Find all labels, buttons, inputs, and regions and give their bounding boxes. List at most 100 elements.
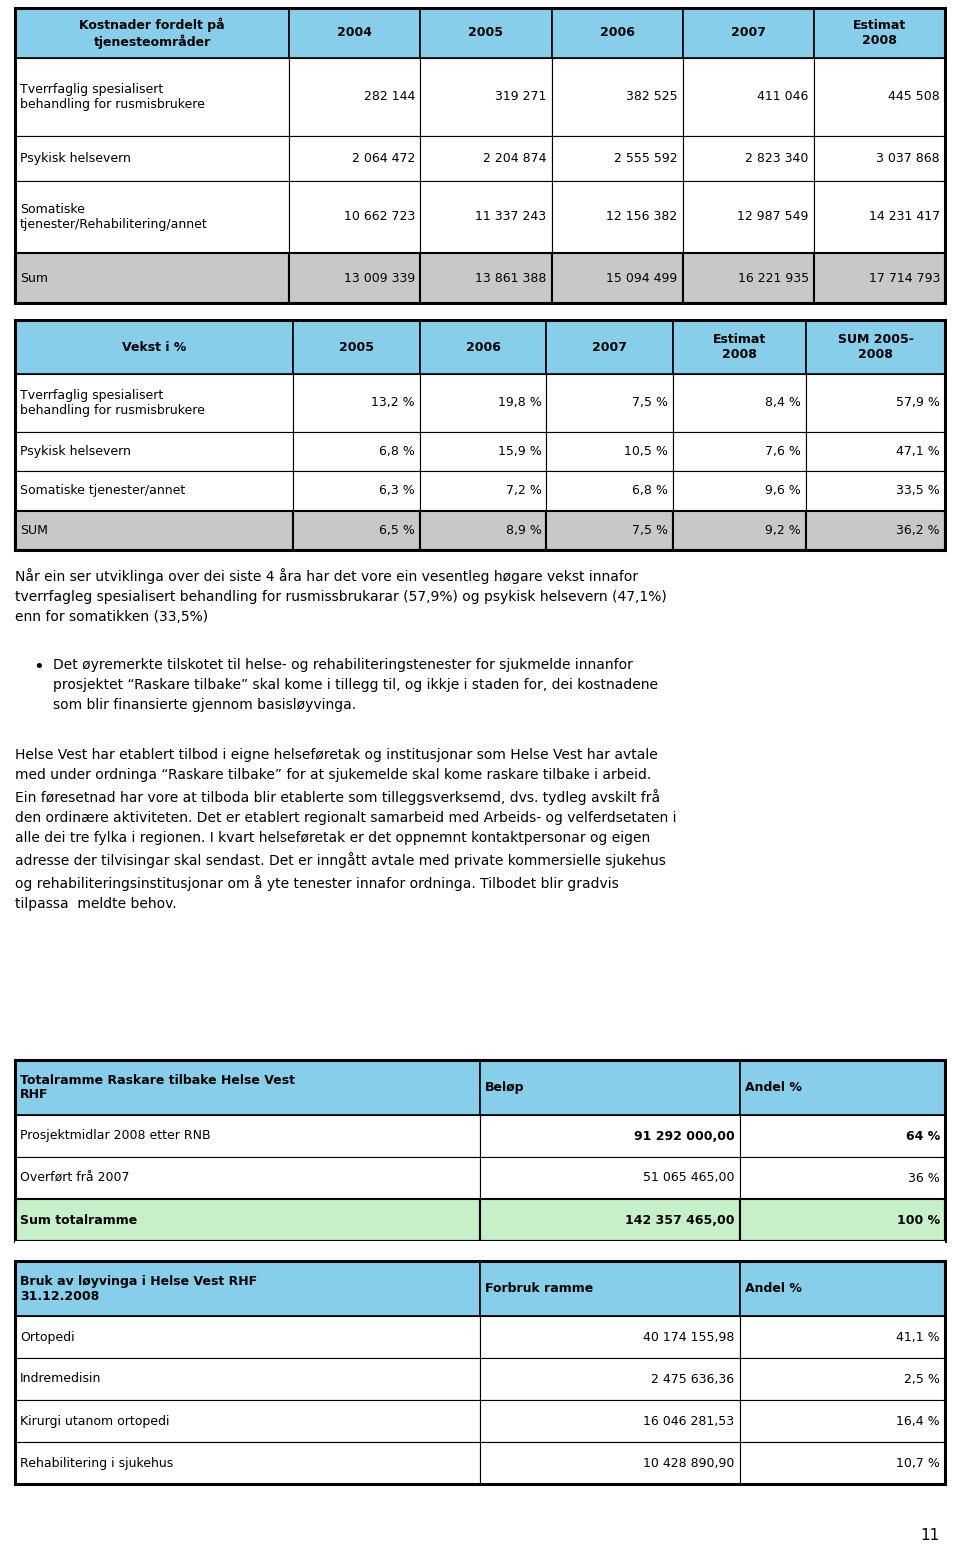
Bar [814, 57, 945, 136]
Text: 2 204 874: 2 204 874 [483, 152, 546, 164]
Bar [546, 374, 673, 431]
Bar [673, 472, 806, 510]
Bar [15, 1199, 480, 1241]
Text: 282 144: 282 144 [364, 90, 416, 104]
Bar [683, 181, 814, 253]
Text: 2007: 2007 [731, 26, 766, 39]
Bar [806, 431, 945, 472]
Text: Estimat
2008: Estimat 2008 [852, 19, 906, 47]
Text: 12 987 549: 12 987 549 [737, 211, 809, 223]
Text: 40 174 155,98: 40 174 155,98 [643, 1331, 734, 1343]
Bar [480, 1115, 739, 1157]
Bar [289, 8, 420, 57]
Text: 13,2 %: 13,2 % [371, 397, 415, 409]
Bar [15, 136, 289, 181]
Bar [546, 431, 673, 472]
Text: 6,8 %: 6,8 % [633, 484, 668, 498]
Bar [15, 1059, 480, 1115]
Bar [673, 431, 806, 472]
Bar [15, 1261, 480, 1315]
Text: Bruk av løyvinga i Helse Vest RHF
31.12.2008: Bruk av løyvinga i Helse Vest RHF 31.12.… [20, 1275, 257, 1303]
Bar [814, 136, 945, 181]
Bar [552, 8, 683, 57]
Bar [420, 320, 546, 374]
Bar [552, 253, 683, 302]
Text: Totalramme Raskare tilbake Helse Vest
RHF: Totalramme Raskare tilbake Helse Vest RH… [20, 1073, 295, 1101]
Text: 9,2 %: 9,2 % [765, 524, 801, 537]
Text: 2 555 592: 2 555 592 [614, 152, 678, 164]
Bar [15, 510, 293, 551]
Bar [289, 181, 420, 253]
Bar [552, 57, 683, 136]
Bar [293, 374, 420, 431]
Text: 15,9 %: 15,9 % [497, 445, 541, 458]
Text: Somatiske tjenester/annet: Somatiske tjenester/annet [20, 484, 185, 498]
Text: 2 064 472: 2 064 472 [352, 152, 416, 164]
Bar [552, 181, 683, 253]
Text: Vekst i %: Vekst i % [122, 341, 186, 354]
Bar [673, 320, 806, 374]
Text: 7,6 %: 7,6 % [765, 445, 801, 458]
Bar [15, 1115, 480, 1157]
Bar [15, 1359, 480, 1401]
Bar [15, 1261, 945, 1484]
Text: 7,5 %: 7,5 % [633, 397, 668, 409]
Text: 2007: 2007 [592, 341, 627, 354]
Text: 2 823 340: 2 823 340 [746, 152, 809, 164]
Bar [480, 1359, 739, 1401]
Text: Beløp: Beløp [485, 1081, 524, 1093]
Text: 10 428 890,90: 10 428 890,90 [643, 1456, 734, 1469]
Bar [546, 472, 673, 510]
Text: Sum: Sum [20, 271, 48, 284]
Text: 382 525: 382 525 [626, 90, 678, 104]
Text: 6,5 %: 6,5 % [379, 524, 415, 537]
Text: Andel %: Andel % [745, 1081, 802, 1093]
Text: Psykisk helsevern: Psykisk helsevern [20, 152, 131, 164]
Bar [739, 1059, 945, 1115]
Bar [480, 1199, 739, 1241]
Bar [814, 8, 945, 57]
Bar [739, 1261, 945, 1315]
Text: 100 %: 100 % [897, 1213, 940, 1227]
Bar [480, 1241, 739, 1261]
Text: 47,1 %: 47,1 % [897, 445, 940, 458]
Text: 36 %: 36 % [908, 1171, 940, 1185]
Bar [15, 57, 289, 136]
Text: 64 %: 64 % [905, 1129, 940, 1143]
Text: Det øyremerkte tilskotet til helse- og rehabiliteringstenester for sjukmelde inn: Det øyremerkte tilskotet til helse- og r… [53, 658, 658, 712]
Text: Sum totalramme: Sum totalramme [20, 1213, 137, 1227]
Bar [739, 1115, 945, 1157]
Bar [480, 1401, 739, 1442]
Bar [546, 320, 673, 374]
Bar [480, 1442, 739, 1484]
Text: 91 292 000,00: 91 292 000,00 [634, 1129, 734, 1143]
Bar [806, 374, 945, 431]
Bar [739, 1359, 945, 1401]
Text: 2 475 636,36: 2 475 636,36 [652, 1373, 734, 1385]
Bar [420, 8, 552, 57]
Text: 6,3 %: 6,3 % [379, 484, 415, 498]
Text: Somatiske
tjenester/Rehabilitering/annet: Somatiske tjenester/Rehabilitering/annet [20, 203, 207, 231]
Bar [420, 510, 546, 551]
Text: 2005: 2005 [339, 341, 373, 354]
Bar [15, 472, 293, 510]
Bar [546, 510, 673, 551]
Bar [683, 8, 814, 57]
Bar [15, 1241, 480, 1261]
Text: 16 221 935: 16 221 935 [737, 271, 809, 284]
Bar [15, 1401, 480, 1442]
Text: 14 231 417: 14 231 417 [869, 211, 940, 223]
Text: Helse Vest har etablert tilbod i eigne helseføretak og institusjonar som Helse V: Helse Vest har etablert tilbod i eigne h… [15, 748, 677, 912]
Bar [673, 374, 806, 431]
Bar [480, 1315, 739, 1359]
Bar [15, 374, 293, 431]
Bar [420, 374, 546, 431]
Bar [420, 136, 552, 181]
Bar [683, 136, 814, 181]
Text: 10,5 %: 10,5 % [624, 445, 668, 458]
Bar [15, 1157, 480, 1199]
Text: 19,8 %: 19,8 % [497, 397, 541, 409]
Text: 17 714 793: 17 714 793 [869, 271, 940, 284]
Text: 41,1 %: 41,1 % [897, 1331, 940, 1343]
Text: Forbruk ramme: Forbruk ramme [485, 1283, 593, 1295]
